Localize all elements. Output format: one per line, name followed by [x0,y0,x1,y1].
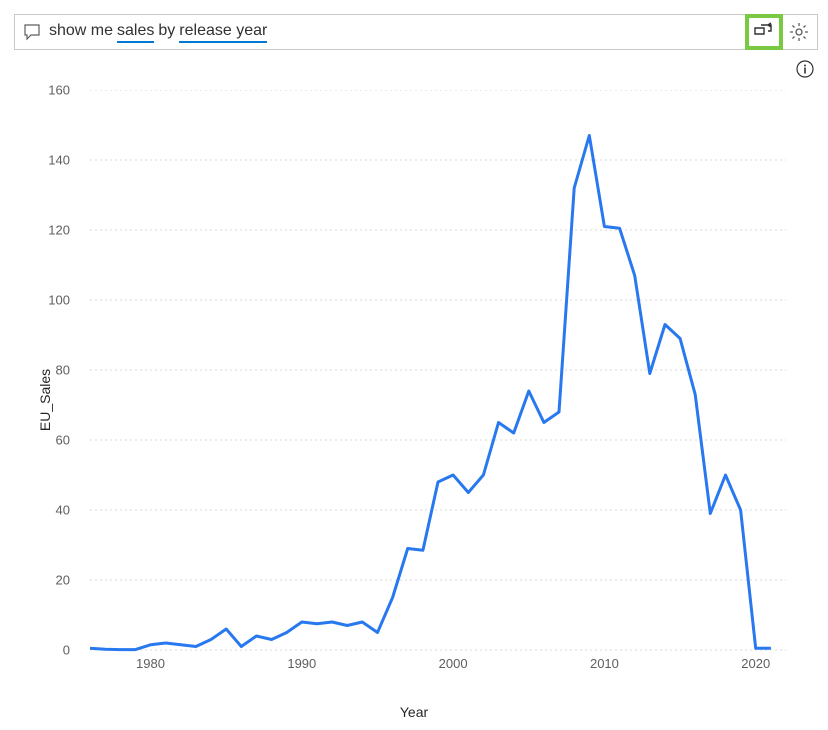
y-tick-label: 100 [30,293,70,308]
convert-visual-icon[interactable] [753,22,775,42]
x-axis-title: Year [400,704,428,720]
y-tick-label: 80 [30,363,70,378]
y-tick-label: 140 [30,153,70,168]
query-mid: by [158,22,175,43]
query-bar-actions [745,14,809,50]
query-bar[interactable]: show me sales by release year [14,14,818,50]
comment-icon [23,23,41,41]
query-text: show me sales by release year [49,22,271,43]
plot-svg [78,90,798,680]
x-tick-label: 2010 [590,656,619,671]
x-tick-label: 1980 [136,656,165,671]
x-tick-label: 2000 [439,656,468,671]
info-icon[interactable] [796,60,814,78]
convert-visual-highlight [745,14,783,50]
query-token-sales: sales [117,22,154,43]
y-tick-label: 20 [30,573,70,588]
x-tick-label: 1990 [287,656,316,671]
x-tick-label: 2020 [741,656,770,671]
gear-icon[interactable] [789,22,809,42]
plot-area: 0204060801001201401601980199020002010202… [78,90,798,680]
line-chart: EU_Sales Year 0 20 40 60 80 100 120 140 160 1980 1… [14,80,814,720]
y-tick-label: 0 [30,643,70,658]
y-tick-label: 40 [30,503,70,518]
y-tick-label: 120 [30,223,70,238]
y-tick-label: 160 [30,83,70,98]
y-tick-label: 60 [30,433,70,448]
query-prefix: show me [49,22,113,43]
y-axis-title: EU_Sales [37,369,53,431]
query-token-release-year: release year [179,22,267,43]
